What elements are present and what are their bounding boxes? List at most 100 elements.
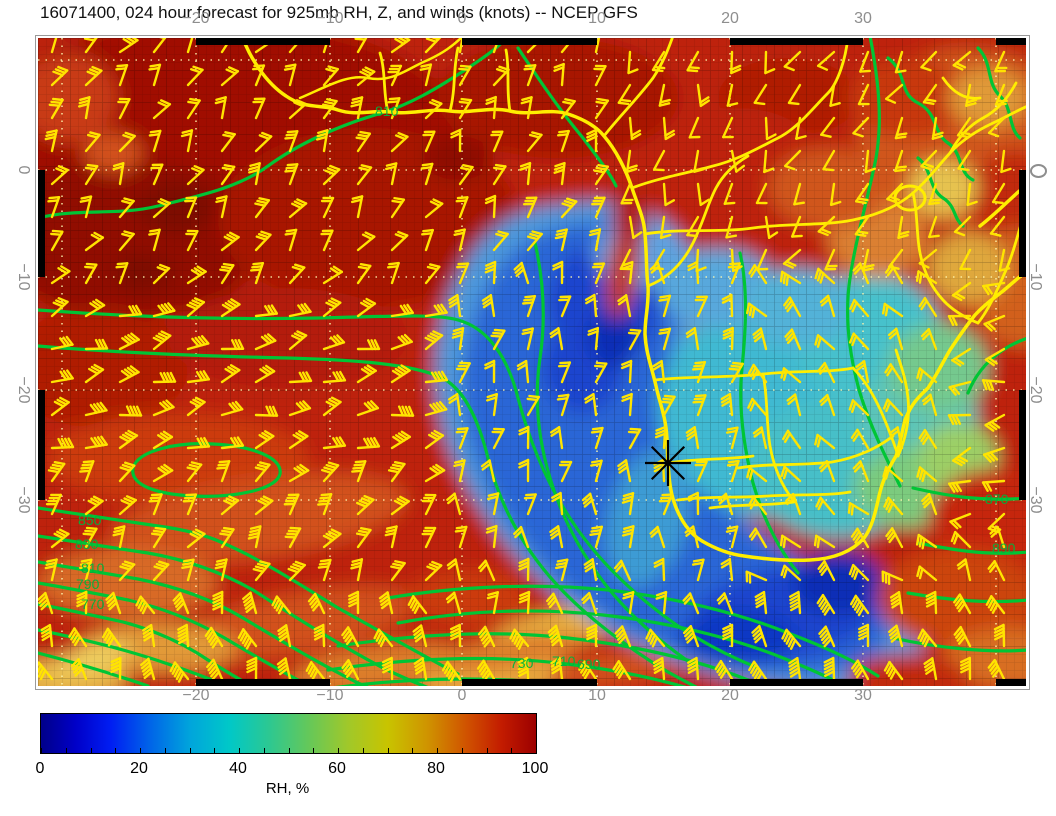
wind-barb <box>485 95 497 120</box>
wind-barb <box>931 116 944 140</box>
wind-barb <box>216 460 231 483</box>
wind-barb <box>628 215 643 239</box>
wind-barb <box>998 248 1011 272</box>
wind-barb <box>748 660 768 683</box>
wind-barb <box>553 62 565 87</box>
wind-barb <box>994 50 1008 73</box>
wind-barb <box>956 558 972 582</box>
wind-barb <box>849 298 870 318</box>
wind-barb <box>83 38 98 54</box>
wind-barb <box>888 426 904 450</box>
wind-barb <box>152 302 176 318</box>
wind-barb <box>315 129 329 153</box>
wind-barb <box>186 265 207 285</box>
wind-barb <box>852 460 870 483</box>
wind-barb <box>787 83 802 106</box>
wind-barb <box>355 527 372 549</box>
wind-barb <box>313 623 326 648</box>
wind-barb <box>920 328 938 351</box>
wind-barb <box>791 215 803 238</box>
wind-barb <box>492 230 509 252</box>
colorbar-tick <box>461 748 463 753</box>
wind-barb <box>518 557 530 582</box>
wind-barb <box>44 129 58 153</box>
wind-barb <box>949 512 972 530</box>
wind-barb <box>341 626 360 648</box>
wind-barb <box>387 461 406 483</box>
wind-barb <box>50 296 69 318</box>
wind-barb <box>251 64 266 87</box>
wind-barb <box>882 466 904 483</box>
wind-barbs-layer <box>38 38 1012 683</box>
wind-barb <box>491 427 505 450</box>
colorbar-tick-label: 20 <box>130 760 148 777</box>
wind-barb <box>321 461 340 483</box>
wind-barb <box>84 131 101 153</box>
colorbar-tick <box>437 748 438 753</box>
wind-barb <box>983 314 1006 332</box>
wind-barb <box>685 426 700 450</box>
wind-barb <box>847 501 870 516</box>
colorbar-tick <box>239 748 240 753</box>
wind-barb <box>446 492 462 516</box>
wind-barb <box>925 590 938 615</box>
wind-barb <box>788 656 802 681</box>
wind-barb <box>589 38 601 54</box>
wind-barb <box>356 231 376 252</box>
wind-barb <box>549 525 564 549</box>
wind-barb <box>276 657 292 681</box>
wind-barb <box>317 558 332 582</box>
lon-tick-top: 20 <box>721 10 739 27</box>
wind-barb <box>424 38 442 54</box>
wind-barb <box>951 347 972 367</box>
wind-barb <box>786 393 802 417</box>
wind-barb <box>150 163 164 186</box>
wind-barb <box>105 591 122 615</box>
wind-barb <box>118 495 137 516</box>
wind-barb <box>784 149 802 171</box>
wind-barb <box>446 558 462 582</box>
wind-barb <box>356 494 375 516</box>
wind-barb <box>818 460 836 483</box>
wind-barb <box>152 399 175 417</box>
wind-barb <box>152 263 171 285</box>
wind-barb <box>782 248 802 269</box>
colorbar-tick <box>313 748 315 753</box>
wind-barb <box>212 590 224 615</box>
wind-barb <box>953 593 972 615</box>
wind-barb <box>920 149 938 171</box>
wind-barb <box>779 534 802 549</box>
wind-barb <box>206 658 224 681</box>
wind-barb <box>186 164 205 186</box>
wind-barb <box>783 50 802 72</box>
wind-barb <box>254 131 273 153</box>
wind-barb <box>448 293 462 318</box>
wind-barb <box>322 164 341 186</box>
wind-barb <box>855 360 870 384</box>
wind-barb <box>620 359 633 384</box>
wind-barb <box>521 327 534 351</box>
wind-barb <box>982 281 1006 296</box>
wind-barb <box>620 182 634 205</box>
wind-barb <box>84 495 104 516</box>
wind-barb <box>118 304 143 318</box>
wind-barb <box>455 427 469 450</box>
wind-barb <box>591 262 606 285</box>
wind-barb <box>182 493 198 516</box>
wind-barb <box>220 339 245 351</box>
wind-barb <box>883 660 904 681</box>
wind-barb <box>322 98 338 120</box>
wind-barb <box>549 425 564 450</box>
lat-tick-right: −30 <box>1027 486 1044 514</box>
wind-barb <box>692 394 707 417</box>
contour-label: 870 <box>985 491 1009 507</box>
colorbar-tick <box>511 748 513 753</box>
wind-barb <box>694 295 708 318</box>
wind-barb <box>322 297 342 318</box>
wind-barb <box>818 625 836 648</box>
wind-barb <box>148 129 162 153</box>
wind-barb <box>118 197 135 219</box>
wind-barb <box>450 128 462 153</box>
wind-barb <box>118 461 136 483</box>
